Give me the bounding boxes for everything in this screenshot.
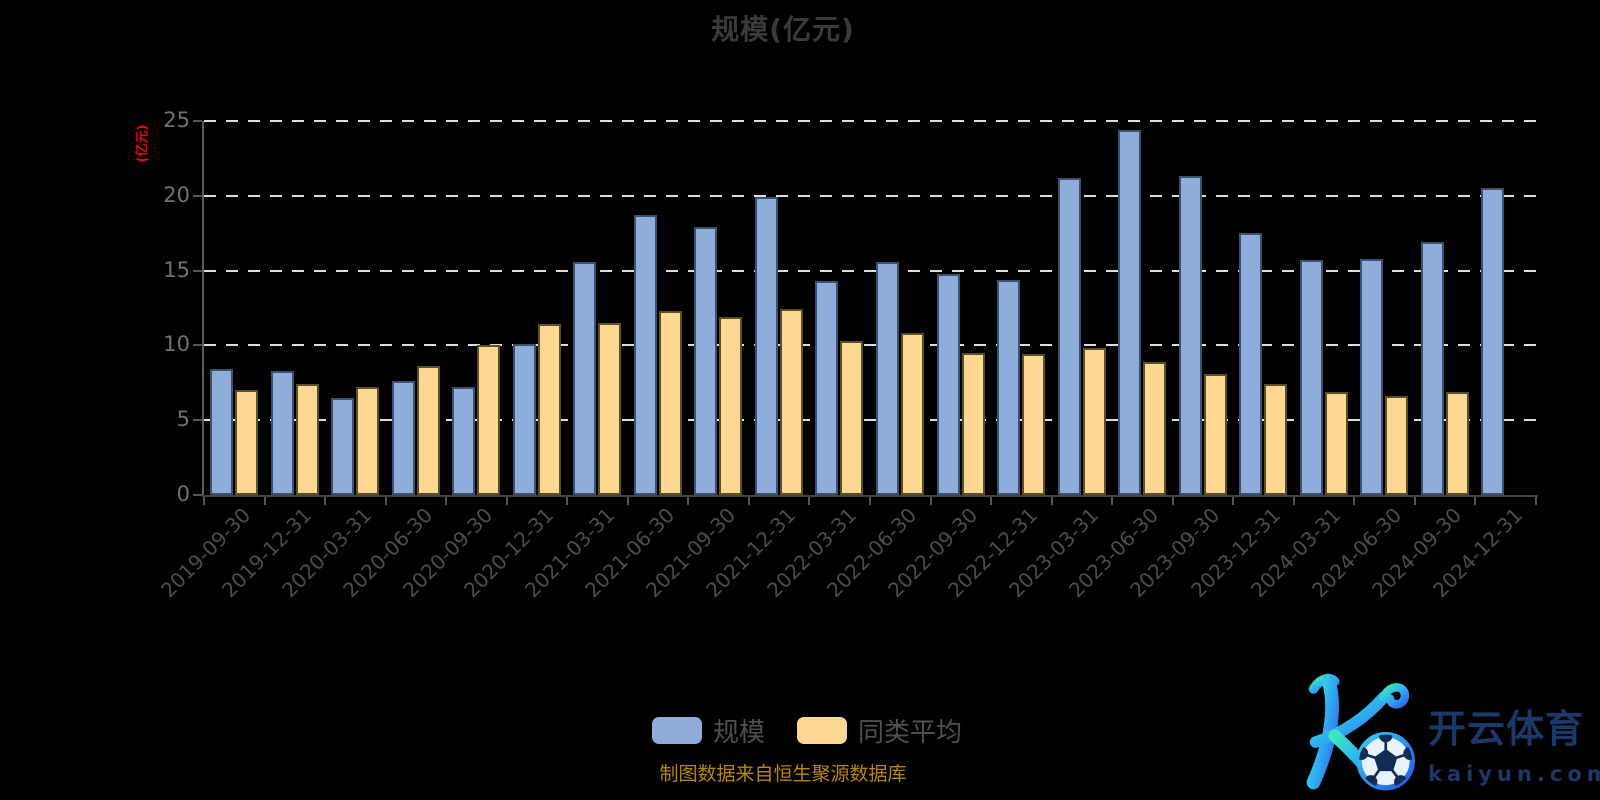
- peer_average-bar[interactable]: [1143, 362, 1166, 495]
- scale-bar[interactable]: [634, 215, 657, 495]
- peer_average-bar[interactable]: [1264, 384, 1287, 495]
- legend-swatch-scale: [652, 717, 702, 744]
- legend: 规模 同类平均: [652, 712, 962, 749]
- scale-bar[interactable]: [210, 369, 233, 495]
- legend-item-scale[interactable]: 规模: [652, 712, 765, 749]
- scale-bar[interactable]: [1360, 259, 1383, 495]
- x-axis-tick: [1172, 497, 1174, 505]
- x-axis-tick: [506, 497, 508, 505]
- x-axis-tick: [1353, 497, 1355, 505]
- scale-bar[interactable]: [1300, 260, 1323, 495]
- legend-swatch-peer_average: [797, 717, 848, 744]
- y-axis-line: [202, 121, 204, 497]
- peer_average-bar[interactable]: [538, 324, 561, 495]
- peer_average-bar[interactable]: [1446, 392, 1469, 495]
- scale-bar[interactable]: [1421, 242, 1444, 495]
- peer_average-bar[interactable]: [901, 333, 924, 495]
- scale-bar[interactable]: [392, 381, 415, 495]
- scale-bar[interactable]: [997, 280, 1020, 495]
- x-axis-tick: [627, 497, 629, 505]
- scale-bar[interactable]: [755, 197, 778, 495]
- kaiyun-logo: 开云体育 kaiyun.com: [1292, 672, 1600, 792]
- y-axis-label: 0: [176, 482, 190, 506]
- peer_average-bar[interactable]: [840, 341, 863, 495]
- scale-bar[interactable]: [573, 262, 596, 495]
- y-axis-tick: [193, 270, 202, 272]
- legend-label: 规模: [713, 718, 766, 748]
- peer_average-bar[interactable]: [1325, 392, 1348, 495]
- x-axis-tick: [1293, 497, 1295, 505]
- x-axis-tick: [203, 497, 205, 505]
- peer_average-bar[interactable]: [296, 384, 319, 495]
- scale-bar[interactable]: [815, 281, 838, 495]
- legend-item-peer_average[interactable]: 同类平均: [797, 712, 962, 749]
- scale-bar[interactable]: [1058, 178, 1081, 495]
- y-axis-label: 15: [163, 258, 190, 282]
- x-axis-tick: [808, 497, 810, 505]
- logo-brand-text: 开云体育: [1428, 707, 1585, 751]
- y-axis-label: 10: [163, 332, 190, 356]
- scale-bar[interactable]: [513, 344, 536, 495]
- x-axis-tick: [1111, 497, 1113, 505]
- x-axis-tick: [869, 497, 871, 505]
- scale-bar[interactable]: [1118, 130, 1141, 495]
- peer_average-bar[interactable]: [235, 390, 258, 495]
- peer_average-bar[interactable]: [1083, 348, 1106, 495]
- peer_average-bar[interactable]: [659, 311, 682, 495]
- x-axis-tick: [930, 497, 932, 505]
- scale-bar[interactable]: [1179, 176, 1202, 495]
- y-axis-label: 20: [163, 183, 190, 207]
- x-axis-tick: [748, 497, 750, 505]
- scale-bar[interactable]: [937, 274, 960, 495]
- y-axis-tick: [193, 344, 202, 346]
- scale-bar[interactable]: [452, 387, 475, 495]
- gridline: [204, 419, 1536, 421]
- y-axis-tick: [193, 195, 202, 197]
- y-axis-label: 25: [163, 108, 190, 132]
- logo-domain-text: kaiyun.com: [1428, 762, 1600, 786]
- x-axis-tick: [687, 497, 689, 505]
- gridline: [204, 270, 1536, 272]
- peer_average-bar[interactable]: [962, 353, 985, 495]
- peer_average-bar[interactable]: [1204, 374, 1227, 495]
- scale-bar[interactable]: [876, 262, 899, 495]
- x-axis-tick: [566, 497, 568, 505]
- y-axis-tick: [193, 120, 202, 122]
- scale-bar[interactable]: [271, 371, 294, 495]
- peer_average-bar[interactable]: [477, 345, 500, 495]
- x-axis-tick: [445, 497, 447, 505]
- peer_average-bar[interactable]: [780, 309, 803, 495]
- gridline: [204, 120, 1536, 122]
- kaiyun-k-soccer-icon: [1306, 673, 1415, 791]
- x-axis-tick: [1474, 497, 1476, 505]
- x-axis-tick: [1414, 497, 1416, 505]
- y-axis-label: 5: [176, 407, 190, 431]
- x-axis-tick: [264, 497, 266, 505]
- x-axis-tick: [324, 497, 326, 505]
- chart-title: 规模(亿元): [711, 13, 855, 46]
- peer_average-bar[interactable]: [417, 366, 440, 495]
- x-axis-tick: [1535, 497, 1537, 505]
- scale-bar[interactable]: [1481, 188, 1504, 495]
- peer_average-bar[interactable]: [1385, 396, 1408, 495]
- scale-bar[interactable]: [331, 398, 354, 495]
- gridline: [204, 344, 1536, 346]
- x-axis-line: [202, 495, 1538, 497]
- scale-bar[interactable]: [694, 227, 717, 495]
- peer_average-bar[interactable]: [1022, 354, 1045, 495]
- x-axis-tick: [990, 497, 992, 505]
- x-axis-tick: [385, 497, 387, 505]
- legend-label: 同类平均: [858, 718, 963, 748]
- peer_average-bar[interactable]: [598, 323, 621, 495]
- y-axis-tick: [193, 494, 202, 496]
- peer_average-bar[interactable]: [719, 317, 742, 495]
- gridline: [204, 195, 1536, 197]
- x-axis-tick: [1232, 497, 1234, 505]
- peer_average-bar[interactable]: [356, 387, 379, 495]
- x-axis-tick: [1051, 497, 1053, 505]
- source-note: 制图数据来自恒生聚源数据库: [659, 763, 907, 785]
- y-axis-tick: [193, 419, 202, 421]
- scale-bar[interactable]: [1239, 233, 1262, 495]
